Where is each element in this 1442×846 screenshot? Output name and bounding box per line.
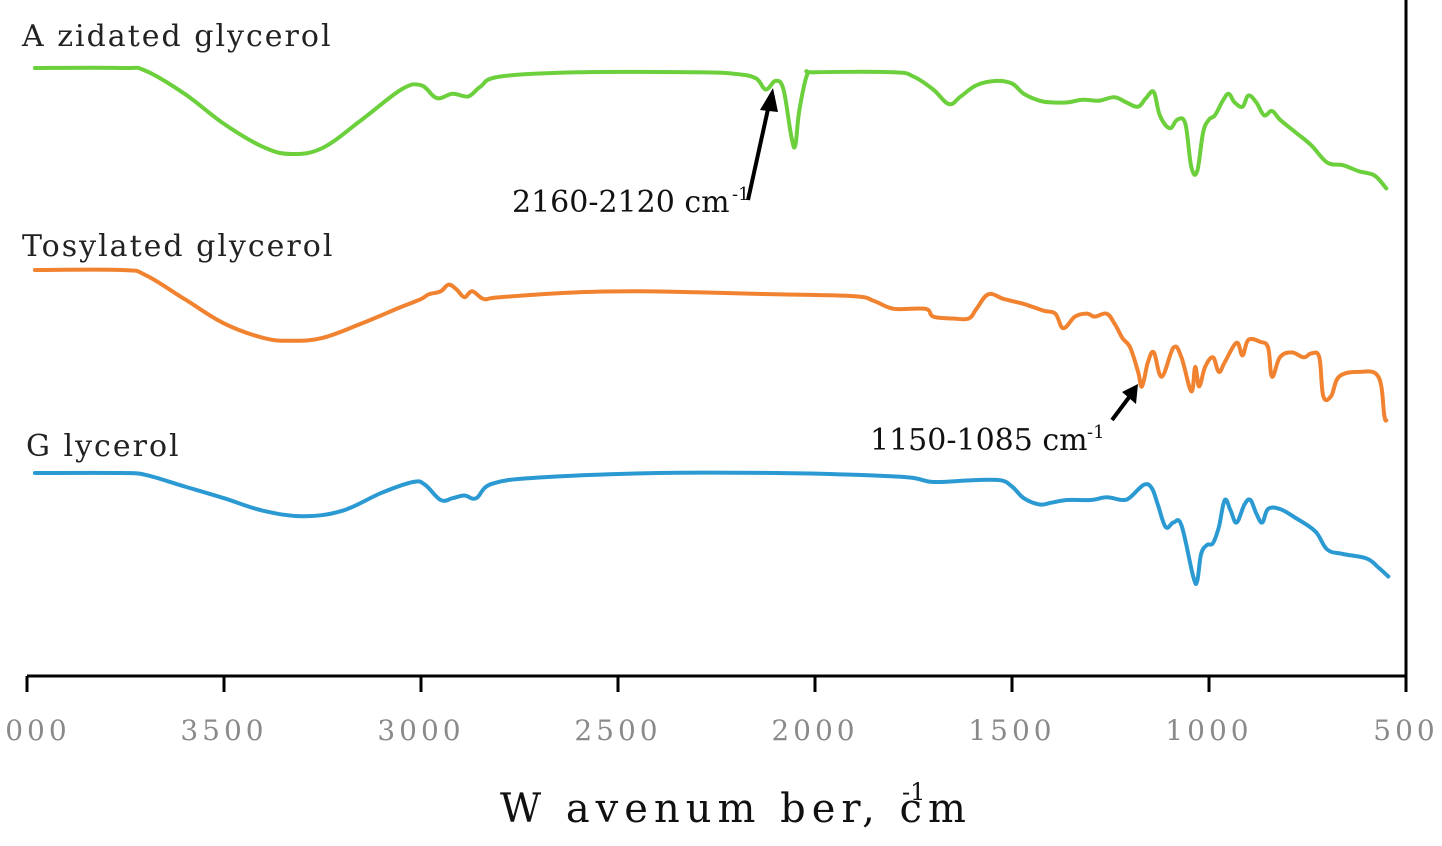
- series-labels: A zidated glycerol Tosylated glycerol G …: [21, 19, 334, 464]
- series-label-glycerol: G lycerol: [26, 429, 181, 464]
- series-line-0: [32, 65, 1389, 191]
- x-axis-title-text: W avenum ber, cm: [500, 786, 972, 832]
- annotation-arrow-azide: [746, 99, 772, 201]
- x-tick-label-4000: 4000: [0, 714, 71, 747]
- annotation-sup-tosyl: -1: [1087, 422, 1105, 443]
- annotation-arrowhead-tosyl: [1122, 384, 1138, 404]
- x-tick-label-2500: 2500: [574, 714, 661, 747]
- x-axis-title: W avenum ber, cm -1: [500, 778, 972, 832]
- annotation-text-azide: 2160-2120 cm: [512, 185, 730, 220]
- x-tick-label-500: 500: [1373, 714, 1438, 747]
- series-line-1: [32, 267, 1389, 423]
- annotation-sup-azide: -1: [732, 184, 750, 205]
- x-axis-tick-labels: 4000 3500 3000 2500 2000 1500 1000 500: [0, 714, 1438, 747]
- x-tick-label-1500: 1500: [968, 714, 1055, 747]
- x-tick-label-2000: 2000: [771, 714, 858, 747]
- annotation-text-tosyl: 1150-1085 cm: [870, 423, 1088, 458]
- series-label-tosylated: Tosylated glycerol: [22, 229, 334, 264]
- x-tick-label-3500: 3500: [180, 714, 267, 747]
- series-label-azidated: A zidated glycerol: [21, 19, 333, 54]
- x-axis-ticks: [25, 676, 1408, 692]
- series-line-2: [32, 470, 1391, 586]
- annotations: 2160-2120 cm -1 1150-1085 cm -1: [512, 88, 1138, 458]
- x-tick-label-3000: 3000: [377, 714, 464, 747]
- x-tick-label-1000: 1000: [1165, 714, 1252, 747]
- annotation-arrowhead-azide: [760, 88, 778, 112]
- x-axis-title-sup: -1: [902, 778, 925, 806]
- series-group: [32, 65, 1391, 586]
